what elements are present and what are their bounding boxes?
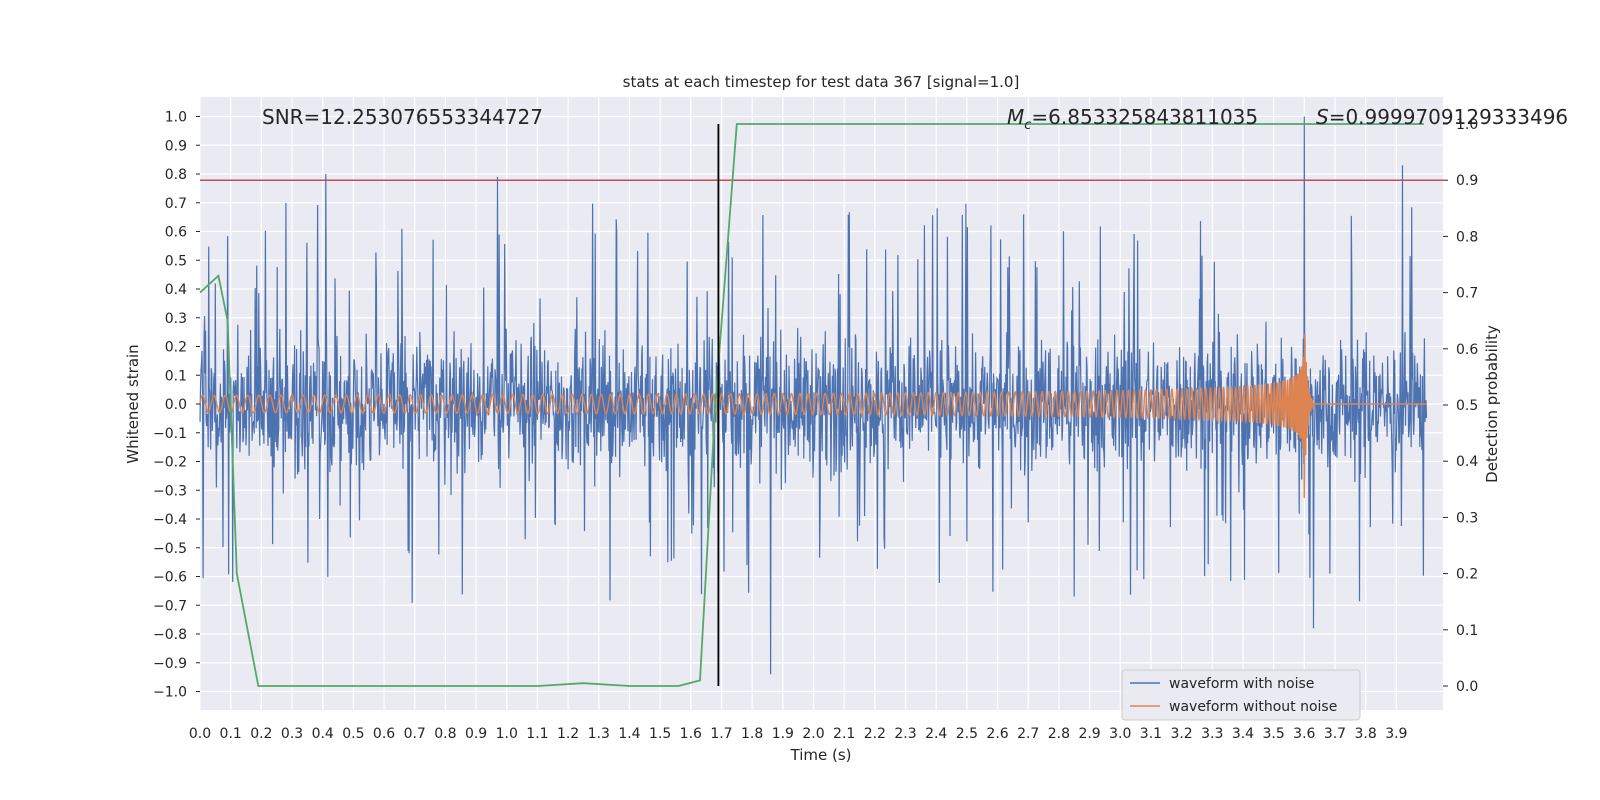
y-tick-label: −0.1 (153, 426, 187, 442)
x-tick-label: 1.8 (741, 726, 763, 742)
x-tick-label: 1.1 (526, 726, 548, 742)
y2-tick-label: 0.5 (1456, 398, 1478, 414)
y2-tick-label: 0.9 (1456, 173, 1478, 189)
y2-tick-label: 0.1 (1456, 623, 1478, 639)
y2-axis-label: Detection probability (1483, 325, 1501, 483)
series-line-clean (199, 333, 1427, 499)
y-tick-label: −0.7 (153, 598, 187, 614)
y2-tick-label: 0.6 (1456, 342, 1478, 358)
legend-label-noise: waveform with noise (1169, 676, 1314, 692)
x-tick-label: 1.2 (557, 726, 579, 742)
x-tick-label: 2.3 (894, 726, 916, 742)
x-tick-label: 3.7 (1324, 726, 1346, 742)
x-tick-label: 2.5 (956, 726, 978, 742)
x-tick-label: 2.7 (1017, 726, 1039, 742)
x-tick-label: 2.1 (833, 726, 855, 742)
x-tick-label: 0.0 (189, 726, 211, 742)
snr-annotation: SNR=12.253076553344727 (262, 105, 543, 129)
x-tick-label: 1.7 (710, 726, 732, 742)
x-tick-label: 3.6 (1293, 726, 1315, 742)
mc-value: =6.853325843811035 (1031, 105, 1258, 129)
y-tick-label: 0.3 (165, 311, 187, 327)
chart-title: stats at each timestep for test data 367… (623, 73, 1020, 91)
x-axis-ticks: 0.0 0.1 0.2 0.3 0.4 0.5 0.6 0.7 0.8 0.9 1.0 1.1 1.2 1… (189, 726, 1408, 742)
y-tick-label: 0.9 (165, 138, 187, 154)
y2-tick-label: 0.0 (1456, 679, 1478, 695)
score-annotation: S=0.9999709129333496 (1316, 105, 1568, 129)
y2-tick-label: 1.0 (1456, 117, 1478, 133)
y-tick-label: 0.6 (165, 225, 187, 241)
y2-tick-label: 0.3 (1456, 510, 1478, 526)
y-tick-label: −0.4 (153, 512, 187, 528)
y-tick-label: 0.1 (165, 368, 187, 384)
x-tick-label: 2.4 (925, 726, 947, 742)
y-tick-label: 0.2 (165, 340, 187, 356)
y-tick-label: −0.9 (153, 656, 187, 672)
y2-tick-label: 0.7 (1456, 286, 1478, 302)
s-value: =0.9999709129333496 (1329, 105, 1568, 129)
x-tick-label: 3.9 (1385, 726, 1407, 742)
y-tick-label: −1.0 (153, 685, 187, 701)
legend-box (1121, 669, 1361, 721)
y2-tick-label: 0.2 (1456, 567, 1478, 583)
mc-symbol: M (1007, 105, 1024, 129)
legend-label-clean: waveform without noise (1169, 699, 1337, 715)
y2-tick-label: 0.4 (1456, 454, 1478, 470)
x-tick-label: 3.1 (1140, 726, 1162, 742)
y-tick-label: 0.8 (165, 167, 187, 183)
y-tick-label: −0.5 (153, 541, 187, 557)
x-tick-label: 0.8 (434, 726, 456, 742)
x-axis-label: Time (s) (790, 746, 852, 764)
x-tick-label: 3.4 (1232, 726, 1254, 742)
x-tick-label: 0.4 (312, 726, 334, 742)
x-tick-label: 3.0 (1109, 726, 1131, 742)
x-tick-label: 1.4 (618, 726, 640, 742)
y2-axis-ticks: 1.0 0.9 0.8 0.7 0.6 0.5 0.4 0.3 0.2 0.1 0.0 (1443, 117, 1478, 695)
x-tick-label: 1.0 (496, 726, 518, 742)
y-axis-label: Whitened strain (124, 344, 142, 463)
x-tick-label: 0.2 (250, 726, 272, 742)
x-tick-label: 3.3 (1201, 726, 1223, 742)
y2-tick-label: 0.8 (1456, 229, 1478, 245)
y-tick-label: −0.6 (153, 570, 187, 586)
x-tick-label: 0.1 (220, 726, 242, 742)
x-tick-label: 2.6 (986, 726, 1008, 742)
y-tick-label: 0.4 (165, 282, 187, 298)
x-tick-label: 0.9 (465, 726, 487, 742)
legend: waveform with noise waveform without noi… (1121, 669, 1361, 721)
mc-subscript: c (1024, 118, 1031, 133)
plot-area (199, 116, 1443, 687)
y-tick-label: 0.0 (165, 397, 187, 413)
y-axis-ticks: 1.0 0.9 0.8 0.7 0.6 0.5 0.4 0.3 0.2 0.1 0.0 −0.1 −0.… (153, 110, 200, 701)
x-tick-label: 2.8 (1048, 726, 1070, 742)
x-tick-label: 2.0 (802, 726, 824, 742)
x-tick-label: 3.5 (1262, 726, 1284, 742)
x-tick-label: 0.7 (404, 726, 426, 742)
chirp-mass-annotation: Mc=6.853325843811035 (1007, 105, 1258, 133)
x-tick-label: 2.9 (1078, 726, 1100, 742)
y-tick-label: −0.3 (153, 483, 187, 499)
s-symbol: S (1316, 105, 1329, 129)
series-line-noise (199, 116, 1428, 675)
x-tick-label: 1.6 (680, 726, 702, 742)
y-tick-label: 0.5 (165, 253, 187, 269)
x-tick-label: 3.2 (1170, 726, 1192, 742)
x-tick-label: 2.2 (864, 726, 886, 742)
x-tick-label: 1.5 (649, 726, 671, 742)
y-tick-label: −0.8 (153, 627, 187, 643)
x-tick-label: 1.3 (588, 726, 610, 742)
x-tick-label: 1.9 (772, 726, 794, 742)
y-tick-label: 1.0 (165, 110, 187, 126)
y-tick-label: 0.7 (165, 196, 187, 212)
x-tick-label: 3.8 (1355, 726, 1377, 742)
series-line-probability (199, 123, 1424, 687)
x-tick-label: 0.5 (342, 726, 364, 742)
y-tick-label: −0.2 (153, 455, 187, 471)
x-tick-label: 0.6 (373, 726, 395, 742)
x-tick-label: 0.3 (281, 726, 303, 742)
